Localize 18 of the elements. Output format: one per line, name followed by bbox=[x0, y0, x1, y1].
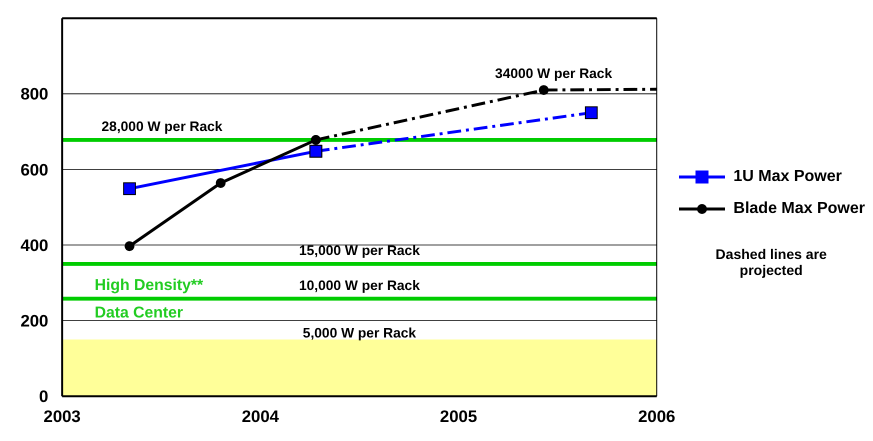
y-tick-label: 200 bbox=[20, 312, 48, 331]
x-tick-label: 2005 bbox=[440, 406, 478, 426]
annotation: 34000 W per Rack bbox=[495, 66, 612, 82]
text: Dashed lines are projected bbox=[716, 246, 827, 278]
legend-label: 1U Max Power bbox=[733, 168, 842, 186]
band-label: 5,000 W per Rack bbox=[302, 326, 416, 341]
ref-line-label: 28,000 W per Rack bbox=[102, 119, 223, 134]
y-tick-label: 400 bbox=[20, 236, 48, 255]
legend-label: Blade Max Power bbox=[733, 200, 865, 218]
y-tick-label: 600 bbox=[20, 160, 48, 180]
y-tick-label: 0 bbox=[39, 387, 48, 406]
ref-line-label: 15,000 W per Rack bbox=[298, 243, 420, 258]
x-tick-label: 2003 bbox=[44, 406, 81, 426]
y-tick-label: 800 bbox=[20, 84, 48, 104]
x-tick-label: 2006 bbox=[638, 406, 676, 426]
ref-line-label: 10,000 W per Rack bbox=[298, 278, 420, 293]
x-tick-label: 2004 bbox=[242, 406, 280, 426]
annotation: High Density** Data Center bbox=[94, 276, 204, 322]
